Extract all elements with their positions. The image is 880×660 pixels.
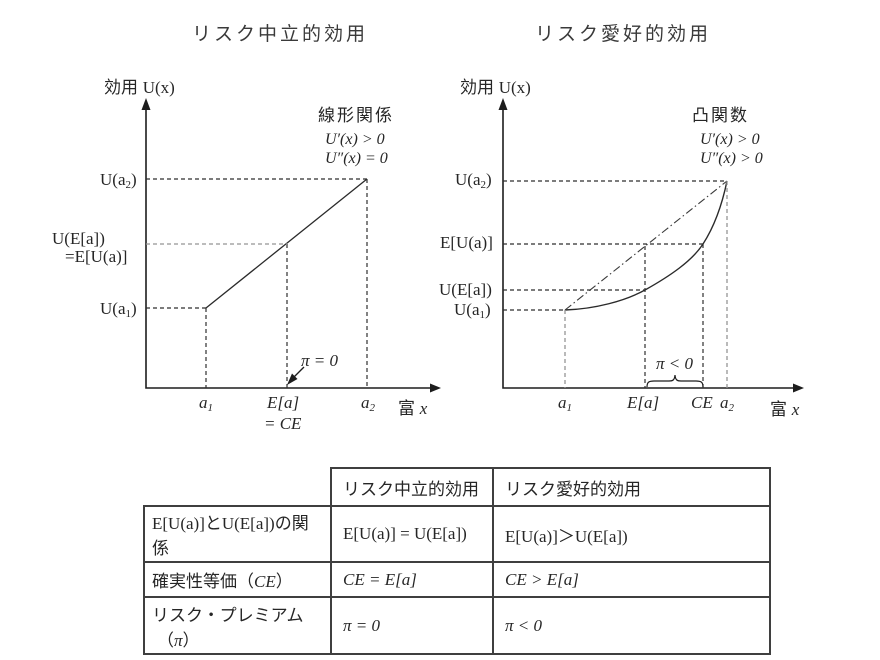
- right-premium-brace: [646, 374, 704, 388]
- right-risk-premium-label: π < 0: [656, 354, 693, 373]
- right-dashed-guides: [503, 180, 727, 388]
- left-pi-arrow-shaft: [292, 366, 305, 379]
- left-xlabel-ce: = CE: [264, 414, 302, 433]
- left-ylabel-uea: U(E[a]): [52, 229, 105, 248]
- cell-ce-loving: CE > E[a]: [492, 561, 771, 598]
- left-note-line2: U″(x) = 0: [325, 150, 388, 167]
- cell-premium-neutral: π = 0: [330, 596, 494, 655]
- left-note-line1: U′(x) > 0: [325, 131, 385, 148]
- left-x-axis-arrow-icon: [430, 383, 441, 393]
- right-x-axis-arrow-icon: [793, 383, 804, 393]
- left-xlabel-a1: a1: [199, 393, 213, 414]
- table-header-loving: リスク愛好的効用: [492, 467, 771, 507]
- right-note-title: 凸関数: [692, 106, 749, 125]
- right-y-axis-title-jp: 効用: [460, 78, 499, 97]
- left-chart-title: リスク中立的効用: [192, 24, 369, 45]
- right-xlabel-a1: a1: [558, 393, 572, 414]
- left-y-axis-title-math: U(x): [142, 78, 175, 97]
- right-ylabel-uea: U(E[a]): [439, 280, 492, 299]
- right-gray-dashed-guides: [564, 181, 728, 388]
- left-x-axis-title-jp: 富: [398, 399, 420, 418]
- right-x-axis-title-math: x: [791, 400, 800, 419]
- right-y-axis-title-math: U(x): [498, 78, 531, 97]
- left-risk-premium-label: π = 0: [301, 351, 338, 370]
- right-xlabel-ce: CE: [691, 393, 713, 412]
- left-x-axis-title: 富 x: [398, 399, 427, 419]
- right-chart-plot: [498, 98, 804, 393]
- table-row-relation: E[U(a)]とU(E[a])の関係 E[U(a)] = U(E[a]) E[U…: [143, 505, 771, 563]
- right-chord-dashdot-line: [564, 180, 728, 311]
- right-x-axis-title: 富 x: [770, 400, 799, 420]
- right-y-axis-arrow-icon: [498, 98, 508, 110]
- left-y-axis-arrow-icon: [141, 98, 151, 110]
- cell-relation-loving: E[U(a)]＞U(E[a]): [492, 505, 771, 563]
- cell-premium-loving: π < 0: [492, 596, 771, 655]
- left-y-axis-title-jp: 効用: [104, 78, 143, 97]
- right-ylabel-eua: E[U(a)]: [440, 233, 493, 252]
- left-axes: [145, 107, 432, 389]
- right-note-line1: U′(x) > 0: [700, 131, 760, 148]
- row-label-relation: E[U(a)]とU(E[a])の関係: [143, 505, 332, 563]
- left-pi-arrow-icon: [287, 373, 298, 385]
- right-utility-curve: [564, 180, 728, 311]
- left-ylabel-ua1: U(a1): [100, 299, 137, 320]
- right-ylabel-ua1: U(a1): [454, 300, 491, 321]
- left-note-title: 線形関係: [318, 106, 394, 125]
- right-x-axis-title-jp: 富: [770, 400, 792, 419]
- table-header-neutral: リスク中立的効用: [330, 467, 494, 507]
- right-y-axis-title: 効用 U(x): [460, 78, 531, 98]
- left-y-axis-title: 効用 U(x): [104, 78, 175, 98]
- table-header-row: リスク中立的効用 リスク愛好的効用: [144, 467, 771, 507]
- cell-relation-neutral: E[U(a)] = U(E[a]): [330, 505, 494, 563]
- right-note-line2: U″(x) > 0: [700, 150, 763, 167]
- right-xlabel-ea: E[a]: [627, 393, 660, 412]
- left-ylabel-eua: =E[U(a)]: [65, 247, 128, 266]
- table-row-premium: リスク・プレミアム （π） π = 0 π < 0: [143, 596, 771, 655]
- row-label-ce: 確実性等価（CE）: [143, 561, 332, 598]
- left-xlabel-a2: a2: [361, 393, 375, 414]
- left-dashed-guides: [146, 178, 368, 388]
- table-row-ce: 確実性等価（CE） CE = E[a] CE > E[a]: [143, 561, 771, 598]
- table-header-stub: [144, 468, 332, 507]
- left-chart-plot: [141, 98, 441, 393]
- right-xlabel-a2: a2: [720, 393, 734, 414]
- cell-ce-neutral: CE = E[a]: [330, 561, 494, 598]
- right-axes: [502, 107, 795, 389]
- row-label-premium: リスク・プレミアム （π）: [143, 596, 332, 655]
- right-ylabel-ua2: U(a2): [455, 170, 492, 191]
- right-chart-title: リスク愛好的効用: [535, 24, 712, 45]
- left-xlabel-ea: E[a]: [267, 393, 300, 412]
- comparison-table: リスク中立的効用 リスク愛好的効用 E[U(a)]とU(E[a])の関係 E[U…: [143, 467, 771, 655]
- left-ylabel-ua2: U(a2): [100, 170, 137, 191]
- left-x-axis-title-math: x: [419, 399, 428, 418]
